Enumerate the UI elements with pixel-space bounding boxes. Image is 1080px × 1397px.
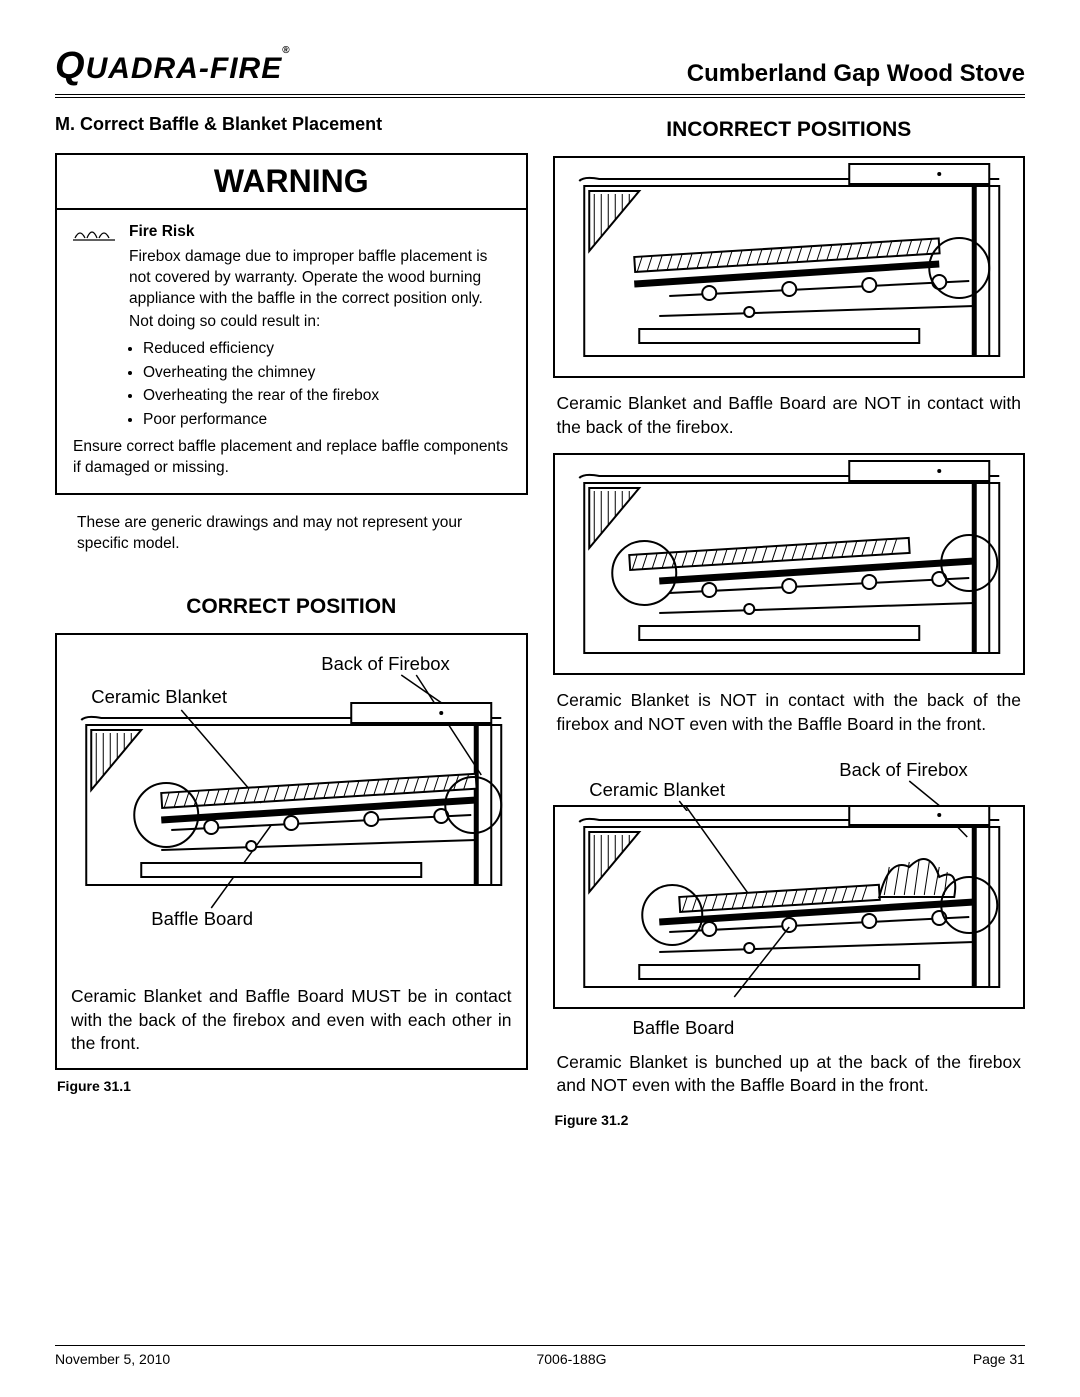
- warning-title: WARNING: [57, 155, 526, 210]
- figure-label-left: Figure 31.1: [57, 1078, 528, 1094]
- left-column: M. Correct Bafﬂe & Blanket Placement WAR…: [55, 108, 528, 1128]
- incorrect-diagram-3: [553, 805, 1026, 1009]
- incorrect3-labels: Ceramic Blanket Back of Firebox: [553, 751, 1026, 811]
- correct-diagram: Back of Firebox Ceramic Blanket Bafﬂe Bo…: [57, 635, 526, 975]
- warning-body-1: Firebox damage due to improper bafﬂe pla…: [129, 247, 510, 310]
- label-baffle-3: Bafﬂe Board: [633, 1017, 1026, 1039]
- incorrect-positions-title: INCORRECT POSITIONS: [553, 118, 1026, 142]
- footer-doc: 7006-188G: [536, 1351, 606, 1367]
- label-back: Back of Firebox: [321, 653, 450, 674]
- label-blanket: Ceramic Blanket: [91, 686, 227, 707]
- incorrect-caption-3: Ceramic Blanket is bunched up at the bac…: [553, 1045, 1026, 1108]
- warning-body-2: Not doing so could result in:: [129, 312, 510, 333]
- section-heading: M. Correct Bafﬂe & Blanket Placement: [55, 114, 528, 135]
- correct-caption: Ceramic Blanket and Bafﬂe Board MUST be …: [57, 975, 526, 1068]
- warning-bullet: Overheating the rear of the ﬁrebox: [143, 386, 510, 407]
- label-baffle: Bafﬂe Board: [151, 908, 253, 929]
- fire-risk-label: Fire Risk: [129, 222, 510, 243]
- correct-diagram-box: Back of Firebox Ceramic Blanket Bafﬂe Bo…: [55, 633, 528, 1070]
- warning-list: Reduced efﬁciency Overheating the chimne…: [143, 339, 510, 432]
- footer-date: November 5, 2010: [55, 1351, 170, 1367]
- figure-label-right: Figure 31.2: [555, 1112, 1026, 1128]
- svg-text:Back of Firebox: Back of Firebox: [839, 759, 968, 780]
- fire-icon: [73, 222, 115, 242]
- page-footer: November 5, 2010 7006-188G Page 31: [55, 1345, 1025, 1367]
- incorrect-diagram-2: [553, 453, 1026, 675]
- warning-body-3: Ensure correct bafﬂe placement and repla…: [73, 437, 510, 479]
- footer-page: Page 31: [973, 1351, 1025, 1367]
- product-title: Cumberland Gap Wood Stove: [687, 60, 1025, 88]
- svg-text:Ceramic Blanket: Ceramic Blanket: [589, 779, 725, 800]
- warning-box: WARNING Fire Risk Firebox damage due to …: [55, 153, 528, 495]
- page-header: QUADRA-FIRE® Cumberland Gap Wood Stove: [55, 45, 1025, 98]
- brand-logo: QUADRA-FIRE®: [55, 45, 291, 88]
- right-column: INCORRECT POSITIONS: [553, 108, 1026, 1128]
- generic-note: These are generic drawings and may not r…: [77, 513, 518, 555]
- correct-position-title: CORRECT POSITION: [55, 595, 528, 619]
- warning-bullet: Reduced efﬁciency: [143, 339, 510, 360]
- incorrect-diagram-1: [553, 156, 1026, 378]
- warning-bullet: Poor performance: [143, 410, 510, 431]
- incorrect-caption-2: Ceramic Blanket is NOT in contact with t…: [553, 683, 1026, 746]
- incorrect-caption-1: Ceramic Blanket and Bafﬂe Board are NOT …: [553, 386, 1026, 449]
- warning-bullet: Overheating the chimney: [143, 363, 510, 384]
